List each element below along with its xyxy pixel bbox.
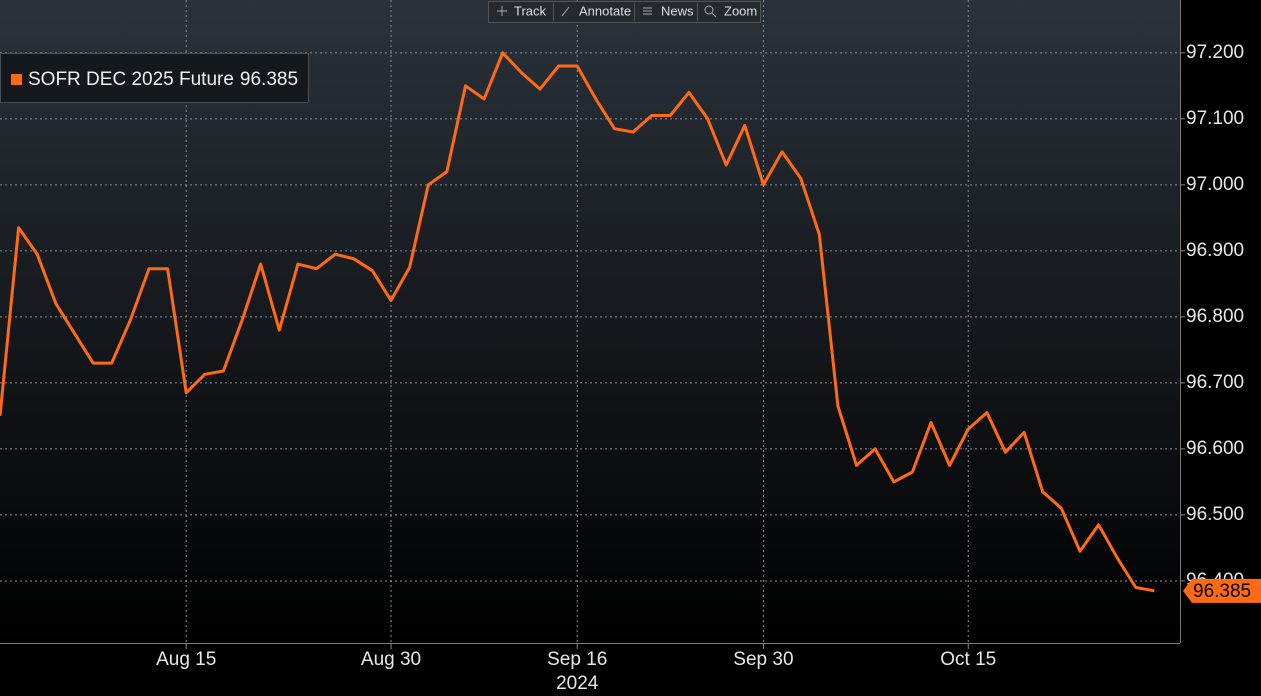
line — [0, 51, 1155, 593]
track-label[interactable]: Track — [514, 3, 547, 18]
annotate-label[interactable]: Annotate — [579, 3, 631, 18]
legend-swatch — [11, 74, 22, 85]
annotate-button[interactable]: Annotate — [561, 3, 631, 18]
last-value-label: 96.385 — [1193, 581, 1251, 602]
x-tick-label: Aug 30 — [361, 649, 421, 670]
legend-value: 96.385 — [240, 69, 298, 90]
x-sublabel: 2024 — [556, 673, 599, 694]
toolbar-frame — [488, 1, 761, 23]
y-tick-label: 96.500 — [1186, 504, 1244, 525]
track-icon — [497, 6, 507, 16]
track-button[interactable]: Track — [497, 3, 547, 18]
legend-name: SOFR DEC 2025 Future — [28, 69, 234, 90]
plot-background — [0, 0, 1180, 643]
zoom-label[interactable]: Zoom — [724, 3, 757, 18]
y-tick-label: 96.700 — [1186, 372, 1244, 393]
y-tick-label: 97.100 — [1186, 108, 1244, 129]
x-tick-label: Sep 16 — [547, 649, 607, 670]
news-icon — [643, 7, 652, 15]
legend-frame — [0, 53, 309, 103]
y-tick-label: 97.000 — [1186, 174, 1244, 195]
annotate-icon — [561, 6, 570, 17]
y-tick-label: 96.900 — [1186, 240, 1244, 261]
legend: SOFR DEC 2025 Future 96.385 — [0, 53, 309, 103]
x-tick-label: Oct 15 — [940, 649, 996, 670]
y-tick-label: 96.800 — [1186, 306, 1244, 327]
y-tick-label: 96.600 — [1186, 438, 1244, 459]
y-tick-label: 97.200 — [1186, 42, 1244, 63]
zoom-icon-handle — [711, 12, 717, 18]
zoom-icon — [704, 5, 714, 15]
last-value-badge — [1183, 578, 1261, 603]
toolbar: Track Annotate News Zoom — [488, 1, 761, 23]
legend-entry: SOFR DEC 2025 Future 96.385 — [28, 69, 298, 90]
x-tick-label: Sep 30 — [733, 649, 793, 670]
x-tick-label: Aug 15 — [156, 649, 216, 670]
news-button[interactable]: News — [643, 3, 694, 18]
zoom-button[interactable]: Zoom — [704, 3, 757, 18]
news-label[interactable]: News — [661, 3, 694, 18]
